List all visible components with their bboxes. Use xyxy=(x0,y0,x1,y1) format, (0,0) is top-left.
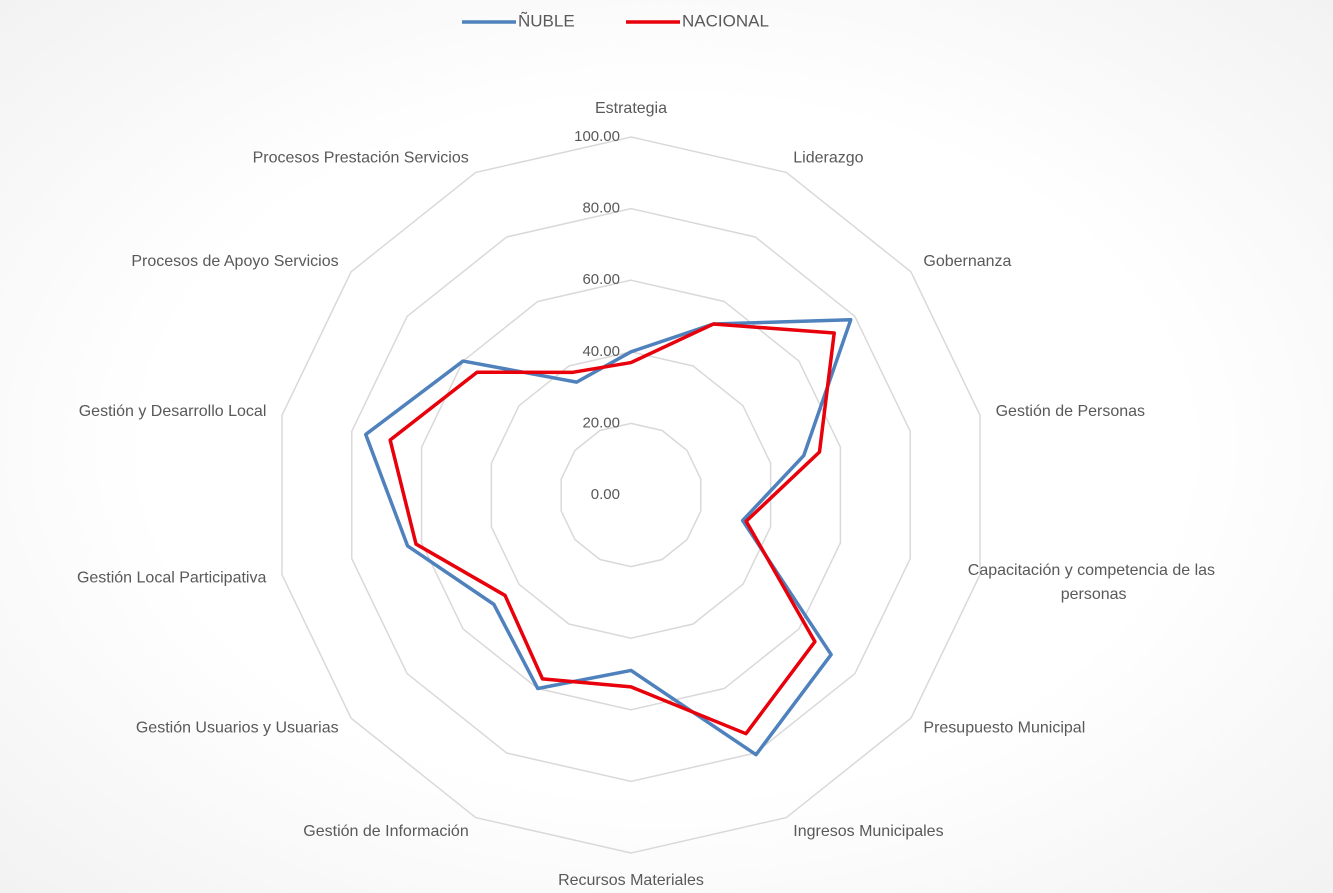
series-line xyxy=(388,322,836,736)
category-label: Gestión Local Participativa xyxy=(77,569,267,586)
legend-label: NACIONAL xyxy=(682,11,769,30)
tick-label: 100.00 xyxy=(574,128,620,145)
category-label: Gestión de Personas xyxy=(996,403,1145,420)
category-label: Ingresos Municipales xyxy=(793,823,943,840)
grid-ring xyxy=(490,351,772,639)
category-label: Gestión de Información xyxy=(303,823,468,840)
label-line: personas xyxy=(1061,586,1127,603)
category-label: Presupuesto Municipal xyxy=(923,719,1085,736)
category-label: Gestión y Desarrollo Local xyxy=(79,403,267,420)
series-line xyxy=(363,318,853,757)
legend-label: ÑUBLE xyxy=(518,11,575,30)
grid-ring xyxy=(420,279,842,711)
grid-ring xyxy=(281,136,981,854)
tick-label: 0.00 xyxy=(591,486,620,503)
category-label: Gobernanza xyxy=(923,253,1011,270)
tick-label: 60.00 xyxy=(582,271,620,288)
category-label: Procesos Prestación Servicios xyxy=(253,149,469,166)
category-label: Liderazgo xyxy=(793,149,863,166)
category-label: Procesos de Apoyo Servicios xyxy=(131,253,338,270)
category-label: Recursos Materiales xyxy=(558,872,704,889)
tick-label: 40.00 xyxy=(582,343,620,360)
grid-ring xyxy=(351,207,911,783)
category-label: Gestión Usuarios y Usuarias xyxy=(136,719,339,736)
category-label: Capacitación y competencia de las person… xyxy=(968,562,1220,603)
tick-label: 80.00 xyxy=(582,200,620,217)
label-line: Capacitación y competencia de las xyxy=(968,562,1220,579)
grid-ring xyxy=(560,422,702,568)
tick-label: 20.00 xyxy=(582,414,620,431)
category-label: Estrategia xyxy=(595,100,667,117)
